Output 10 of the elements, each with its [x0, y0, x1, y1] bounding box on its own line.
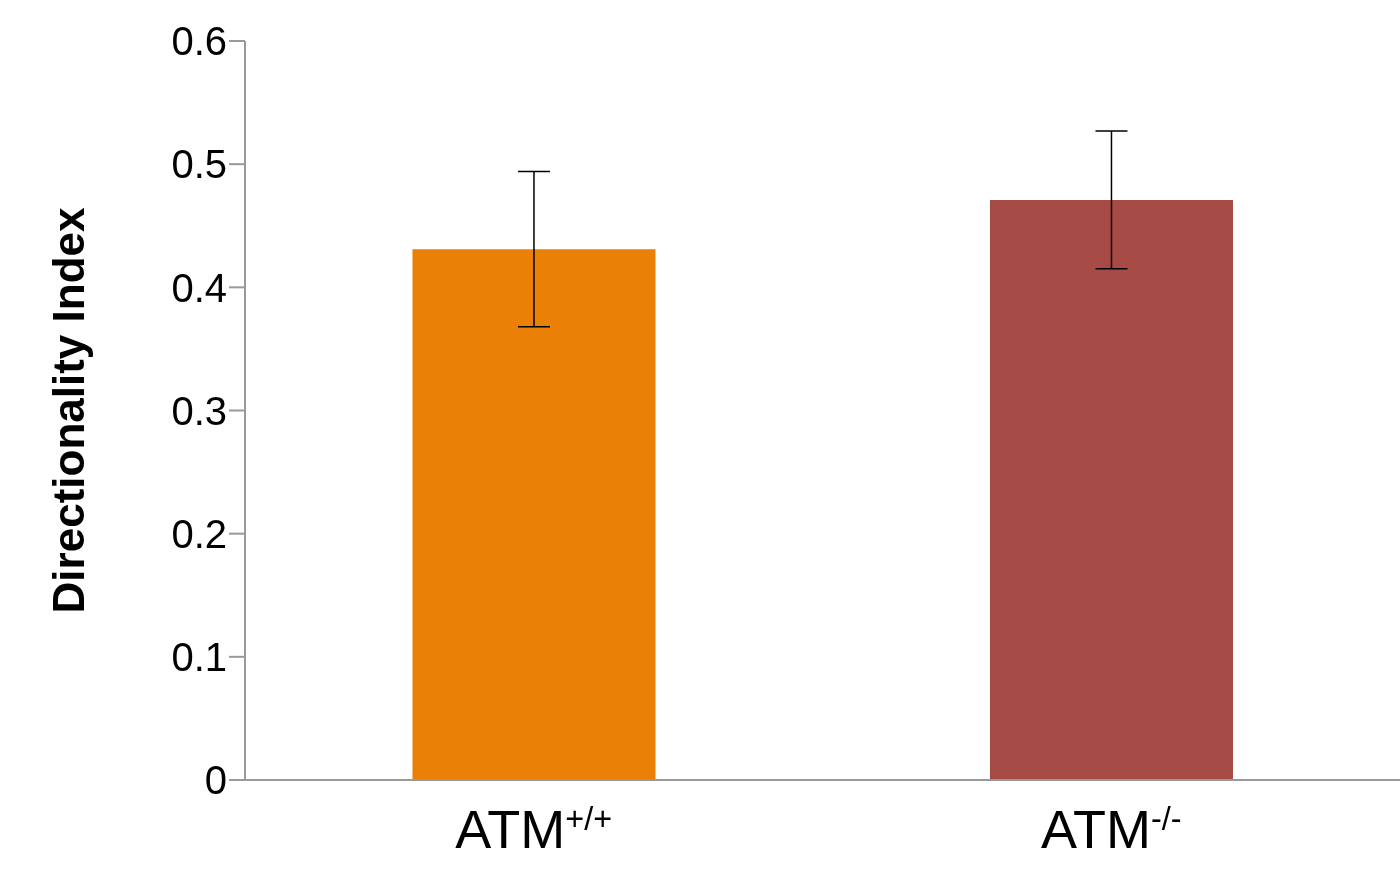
x-tick-label: ATM$^{+/+}$	[455, 799, 613, 859]
y-tick-label: 0.2	[171, 511, 227, 556]
y-tick-label: 0.4	[171, 265, 227, 310]
x-tick-label: ATM$^{-/-}$	[1040, 799, 1182, 859]
y-tick-label: 0.5	[171, 142, 227, 187]
y-tick-label: 0	[204, 758, 227, 803]
y-tick-label: 0.1	[171, 635, 227, 680]
y-tick-label: 0.6	[171, 19, 227, 64]
y-axis-title: Directionality Index	[43, 207, 93, 614]
y-tick-label: 0.3	[171, 388, 227, 433]
